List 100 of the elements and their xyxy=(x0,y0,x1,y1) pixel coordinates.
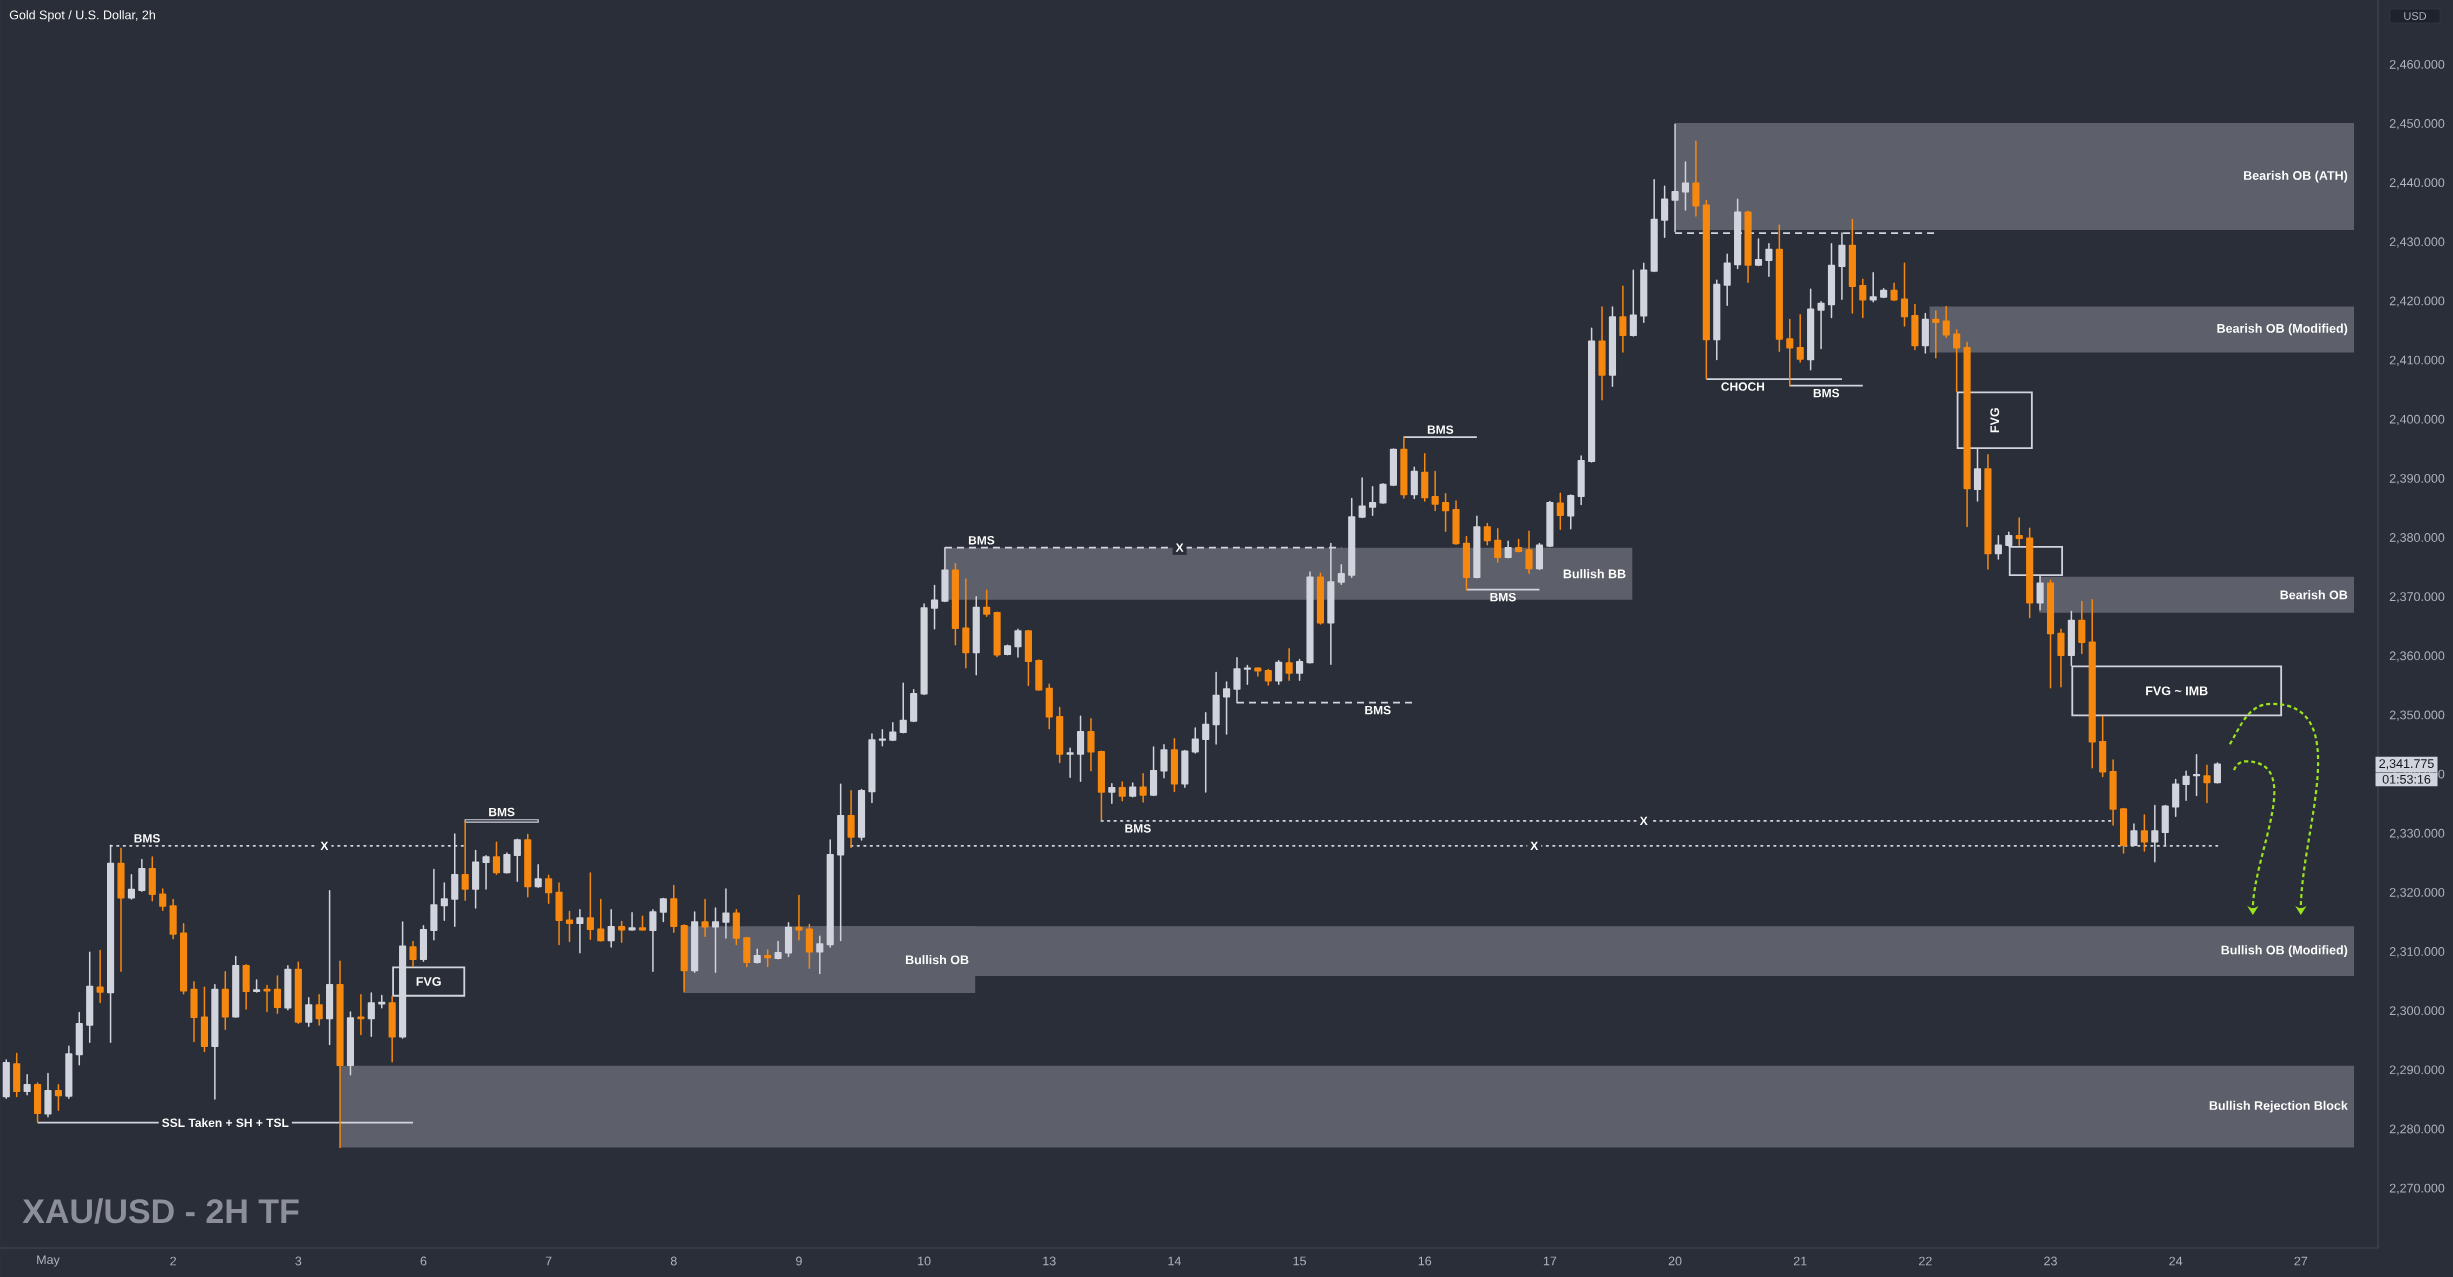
candlestick xyxy=(65,1045,73,1100)
candlestick xyxy=(138,858,146,893)
candlestick xyxy=(482,855,490,890)
candlestick xyxy=(2046,579,2055,689)
candlestick xyxy=(1149,746,1158,797)
candlestick xyxy=(96,949,104,1004)
candlestick xyxy=(1337,564,1345,586)
candlestick xyxy=(211,984,219,1100)
candlestick xyxy=(1212,671,1220,745)
ref-line-label: BMS xyxy=(1490,592,1516,602)
candlestick xyxy=(294,961,302,1024)
candlestick xyxy=(1285,648,1293,681)
candlestick xyxy=(1848,218,1856,314)
candlestick xyxy=(1650,179,1658,273)
candlestick xyxy=(1139,772,1147,803)
candlestick xyxy=(2140,814,2148,852)
annotation: FVG ~ IMB xyxy=(2146,686,2208,696)
candlestick xyxy=(1014,628,1022,658)
candlestick xyxy=(1807,288,1815,371)
candlestick xyxy=(691,911,699,974)
x-tick-label: 3 xyxy=(295,1256,302,1266)
candlestick xyxy=(1181,749,1189,788)
y-tick-label: 2,400.000 xyxy=(2389,414,2445,426)
annotation: X xyxy=(1175,543,1184,552)
candlestick xyxy=(305,997,313,1027)
candlestick xyxy=(795,894,803,941)
candlestick xyxy=(472,849,480,909)
candlestick xyxy=(1035,659,1043,691)
candlestick xyxy=(1525,530,1533,574)
candlestick xyxy=(2109,759,2117,826)
candlestick xyxy=(1619,285,1627,353)
candlestick xyxy=(868,733,876,804)
x-tick-label: 16 xyxy=(1418,1256,1432,1266)
candlestick xyxy=(1921,312,1929,354)
ref-line-label: CHOCH xyxy=(1721,382,1765,391)
candlestick xyxy=(190,981,198,1043)
candlestick xyxy=(1348,497,1356,579)
candlestick xyxy=(127,874,135,900)
candlestick xyxy=(1097,750,1105,821)
candlestick xyxy=(2088,598,2096,769)
ref-line-label: BMS xyxy=(1427,425,1454,434)
candlestick xyxy=(1118,781,1126,802)
candlestick xyxy=(1003,644,1012,656)
candlestick xyxy=(524,833,532,898)
candlestick xyxy=(545,874,553,904)
candlestick xyxy=(1379,483,1387,505)
y-tick-label: 2,310.000 xyxy=(2389,947,2445,958)
candlestick xyxy=(200,986,208,1053)
band-label: Bearish OB (ATH) xyxy=(2244,170,2348,183)
candlestick xyxy=(1431,470,1439,512)
candlestick xyxy=(75,1011,83,1066)
candlestick xyxy=(576,908,584,954)
band-label: Bullish OB xyxy=(905,955,969,965)
candlestick xyxy=(1473,515,1481,579)
y-tick-label: 2,380.000 xyxy=(2389,533,2445,544)
candlestick xyxy=(753,948,761,964)
candlestick xyxy=(44,1072,52,1118)
candlestick xyxy=(1306,571,1314,664)
candlestick xyxy=(1588,327,1596,463)
candlestick xyxy=(1880,287,1888,299)
candlestick xyxy=(336,960,344,1149)
candlestick xyxy=(638,915,647,932)
x-tick-label: 13 xyxy=(1043,1256,1056,1266)
candlestick xyxy=(743,936,751,968)
candlestick xyxy=(1389,448,1397,487)
ref-line-label: BMS xyxy=(1813,388,1840,398)
candlestick xyxy=(1504,540,1512,559)
candlestick xyxy=(273,975,282,1014)
candlestick xyxy=(1087,717,1095,772)
x-tick-label: 7 xyxy=(545,1256,552,1266)
candlestick xyxy=(1316,572,1324,625)
band-label: Bearish OB (Modified) xyxy=(2217,323,2348,336)
candlestick xyxy=(284,965,292,1011)
candlestick xyxy=(1890,282,1898,302)
candlestick xyxy=(2015,517,2023,547)
candlestick xyxy=(1567,494,1575,530)
band-label: Bullish BB xyxy=(1563,569,1626,579)
x-tick-label: 2 xyxy=(170,1256,176,1266)
annotation: FVG xyxy=(1990,408,2000,433)
candlestick xyxy=(315,994,323,1026)
candlestick xyxy=(1827,242,1836,319)
candlestick xyxy=(2026,527,2034,619)
ref-line-label: BMS xyxy=(134,834,160,843)
candlestick xyxy=(534,863,542,888)
candlestick xyxy=(607,908,615,948)
x-tick-label: 23 xyxy=(2044,1256,2057,1266)
candlestick xyxy=(597,898,605,942)
candlestick xyxy=(1765,242,1773,277)
x-tick-label: 24 xyxy=(2169,1256,2183,1266)
x-tick-label: 8 xyxy=(670,1256,677,1266)
x-tick-label: 10 xyxy=(918,1256,931,1266)
y-tick-label: 2,440.000 xyxy=(2389,178,2445,189)
candlestick xyxy=(1984,454,1992,570)
candlestick xyxy=(1744,210,1752,283)
y-axis-title: USD xyxy=(2404,12,2427,20)
candlestick xyxy=(86,951,94,1043)
ref-line-label: BMS xyxy=(1365,705,1391,715)
x-tick-label: 9 xyxy=(796,1256,802,1266)
candlestick xyxy=(148,856,156,902)
candlestick xyxy=(13,1052,21,1098)
